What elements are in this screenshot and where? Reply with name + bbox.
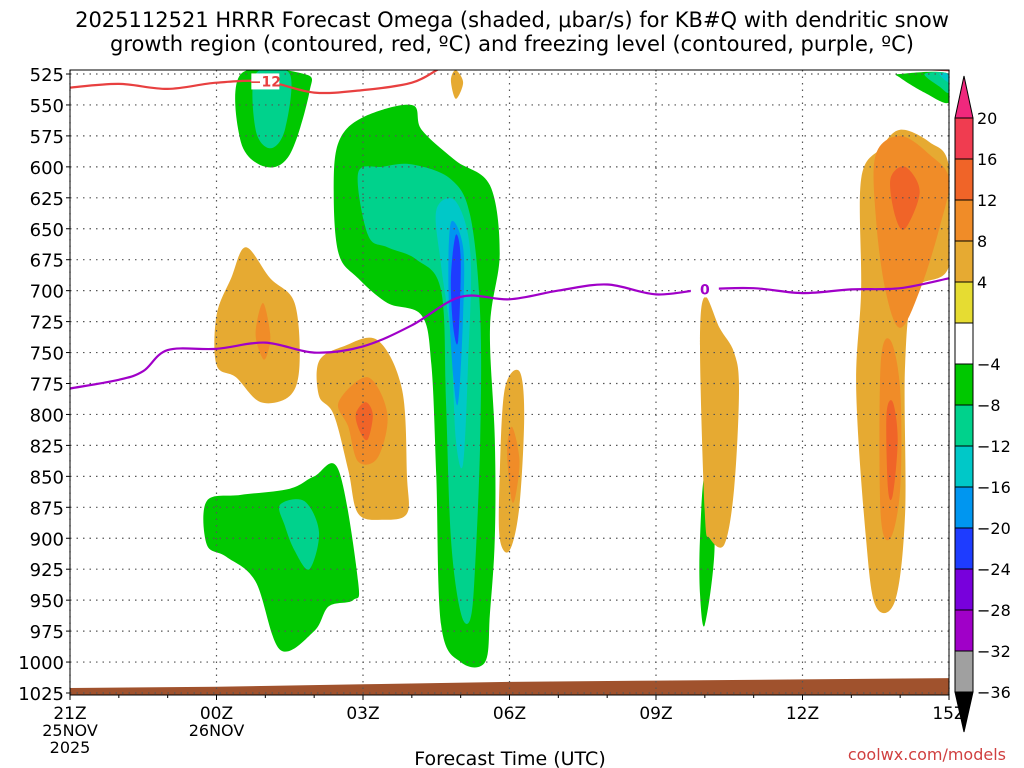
x-tick-label-4: 09Z [639, 704, 672, 724]
omega-region-17 [507, 426, 520, 503]
contour-layer: −12 −12 0 [70, 54, 949, 390]
colorbar-label-4: 4 [977, 273, 987, 292]
colorbar-bin-2 [954, 199, 974, 242]
colorbar-bin-10 [954, 527, 974, 570]
colorbar-bin-8 [954, 445, 974, 488]
colorbar-label-8: −16 [977, 478, 1011, 497]
colorbar-bin-4 [954, 281, 974, 324]
y-tick-label-950: 950 [30, 591, 64, 612]
colorbar-bin-11 [954, 568, 974, 611]
colorbar-label-3: 8 [977, 232, 987, 251]
colorbar-bin-12 [954, 609, 974, 652]
freezing-level-contour-line [70, 277, 949, 390]
colorbar-bin-13 [954, 650, 974, 693]
terrain-fill [70, 678, 949, 695]
pressure-axis: 525 550 575 600 625 650 675 700 725 750 775 800 825 8… [18, 65, 70, 705]
y-tick-label-550: 550 [30, 96, 64, 117]
freezing-level-contour-label-0: 0 [700, 282, 710, 298]
y-tick-label-675: 675 [30, 251, 64, 272]
colorbar-label-5: −4 [977, 355, 1001, 374]
x-tick-date-0: 25NOV [42, 721, 98, 740]
colorbar-label-7: −12 [977, 437, 1011, 456]
colorbar-bin-3 [954, 240, 974, 283]
omega-region-15 [450, 70, 464, 99]
colorbar-bin-6 [954, 363, 974, 406]
omega-region-26 [939, 72, 949, 83]
chart-title-line-1: 2025112521 HRRR Forecast Omega (shaded, … [75, 8, 949, 32]
y-tick-label-850: 850 [30, 467, 64, 488]
omega-shading-layer [203, 70, 949, 668]
omega-region-7 [203, 463, 360, 652]
terrain-layer [70, 678, 949, 695]
omega-region-1 [252, 70, 292, 149]
colorbar: 20 16 12 8 4 −4 −8 −12 −16 −20 −24 −28 −32 −36 [954, 75, 1011, 733]
grid-lines [69, 70, 950, 695]
chart-title-line-2: growth region (contoured, red, ºC) and f… [110, 32, 914, 56]
colorbar-label-2: 12 [977, 191, 997, 210]
colorbar-top-arrow [954, 75, 974, 119]
y-tick-label-900: 900 [30, 529, 64, 550]
dgz-contour-line [70, 70, 949, 95]
dgz-contour-label-1: −12 [787, 55, 818, 71]
colorbar-label-6: −8 [977, 396, 1001, 415]
y-tick-label-925: 925 [30, 560, 64, 581]
y-tick-label-1025: 1025 [18, 684, 64, 705]
y-tick-label-600: 600 [30, 158, 64, 179]
y-tick-label-625: 625 [30, 189, 64, 210]
omega-region-14 [355, 402, 373, 441]
colorbar-label-1: 16 [977, 150, 997, 169]
dgz-contour-label-bg-1 [789, 54, 817, 70]
x-tick-year-0: 2025 [50, 738, 91, 757]
x-tick-label-5: 12Z [786, 704, 819, 724]
dgz-contour-label-0: −12 [250, 74, 281, 90]
colorbar-label-0: 20 [977, 109, 997, 128]
omega-region-8 [278, 499, 320, 570]
y-tick-label-700: 700 [30, 282, 64, 303]
watermark-text: coolwx.com/models [847, 745, 1006, 764]
colorbar-bin-9 [954, 486, 974, 529]
omega-region-18 [700, 296, 739, 548]
x-tick-label-3: 06Z [493, 704, 526, 724]
colorbar-bin-7 [954, 404, 974, 447]
x-axis-label: Forecast Time (UTC) [414, 748, 605, 768]
y-tick-label-525: 525 [30, 65, 64, 86]
y-tick-label-725: 725 [30, 313, 64, 334]
x-tick-label-6: 15Z [932, 704, 965, 724]
colorbar-bin-0 [954, 117, 974, 160]
omega-region-6 [450, 234, 461, 345]
colorbar-label-11: −28 [977, 601, 1011, 620]
y-tick-label-650: 650 [30, 220, 64, 241]
colorbar-label-12: −32 [977, 642, 1011, 661]
colorbar-bin-1 [954, 158, 974, 201]
freezing-level-contour-label-bg-0 [690, 281, 719, 298]
colorbar-bottom-arrow [954, 691, 974, 733]
y-tick-label-800: 800 [30, 405, 64, 426]
x-tick-label-1: 00Z [200, 704, 233, 724]
y-tick-label-975: 975 [30, 622, 64, 643]
y-tick-label-775: 775 [30, 375, 64, 396]
chart-title: 2025112521 HRRR Forecast Omega (shaded, … [0, 8, 1024, 56]
dgz-contour-label-bg-0 [251, 73, 280, 90]
y-tick-label-1000: 1000 [18, 653, 64, 674]
y-tick-label-825: 825 [30, 436, 64, 457]
colorbar-label-10: −24 [977, 560, 1011, 579]
colorbar-label-9: −20 [977, 519, 1011, 538]
x-tick-date-1: 26NOV [189, 721, 245, 740]
y-tick-label-750: 750 [30, 344, 64, 365]
x-tick-label-2: 03Z [346, 704, 379, 724]
omega-region-11 [255, 303, 271, 360]
colorbar-label-13: −36 [977, 683, 1011, 702]
y-tick-label-575: 575 [30, 127, 64, 148]
colorbar-bin-5 [954, 322, 974, 365]
omega-region-21 [890, 166, 920, 230]
y-tick-label-875: 875 [30, 498, 64, 519]
x-tick-label-0: 21Z [53, 704, 86, 724]
omega-region-23 [886, 400, 898, 501]
